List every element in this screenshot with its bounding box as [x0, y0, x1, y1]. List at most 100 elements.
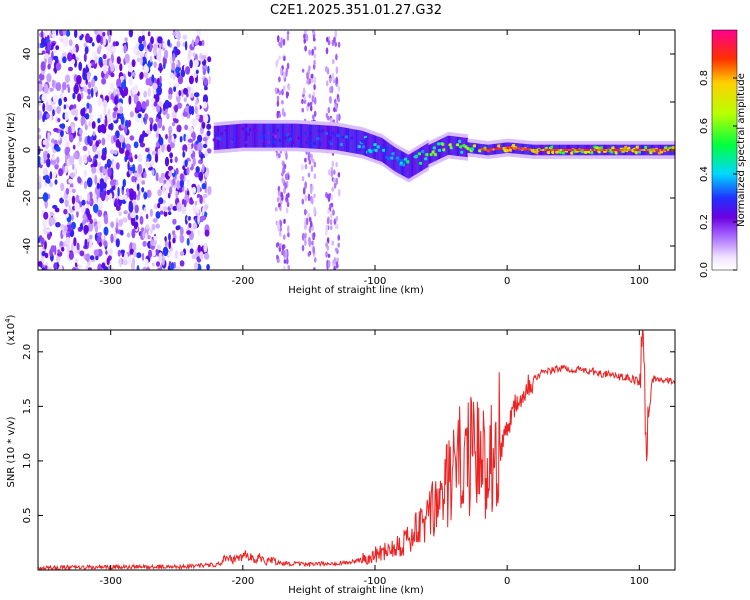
noise-streak — [325, 251, 328, 258]
signal-band — [255, 123, 257, 148]
noise-speckle — [78, 128, 83, 135]
y-tick-label: 40 — [22, 48, 33, 61]
noise-speckle — [176, 40, 181, 48]
noise-speckle — [202, 206, 205, 216]
noise-speckle — [141, 35, 145, 42]
signal-core — [641, 149, 644, 151]
noise-speckle — [136, 183, 140, 191]
noise-speckle — [94, 175, 98, 185]
noise-speckle — [50, 245, 56, 253]
noise-speckle — [139, 56, 143, 66]
signal-core — [544, 149, 547, 151]
noise-speckle — [44, 30, 48, 38]
noise-speckle — [152, 82, 158, 90]
signal-band — [434, 141, 437, 162]
signal-band — [362, 131, 365, 156]
noise-speckle — [152, 250, 156, 257]
signal-band — [244, 123, 246, 148]
noise-streak — [311, 196, 314, 205]
signal-band — [245, 123, 248, 148]
signal-band — [355, 129, 357, 154]
noise-streak — [279, 226, 283, 232]
noise-speckle — [122, 217, 128, 223]
noise-speckle — [40, 237, 45, 246]
signal-band — [452, 136, 455, 156]
noise-speckle — [77, 93, 82, 102]
noise-speckle — [58, 98, 62, 107]
noise-speckle — [108, 65, 111, 76]
signal-core — [552, 149, 555, 151]
signal-band — [312, 124, 314, 149]
noise-speckle — [97, 97, 103, 107]
noise-streak — [276, 95, 280, 102]
noise-streak — [310, 165, 314, 173]
noise-speckle — [73, 237, 77, 247]
signal-band — [317, 124, 319, 149]
signal-band — [302, 124, 305, 148]
noise-streak — [302, 187, 306, 195]
noise-speckle — [68, 66, 73, 72]
noise-speckle — [59, 37, 64, 42]
noise-speckle — [40, 156, 44, 166]
noise-speckle — [82, 145, 88, 152]
noise-speckle — [43, 150, 49, 161]
signal-core — [597, 149, 600, 151]
noise-speckle — [90, 87, 94, 98]
noise-streak — [313, 37, 316, 42]
noise-streak — [286, 31, 290, 35]
signal-band — [334, 125, 336, 150]
noise-speckle — [124, 125, 128, 134]
noise-speckle — [53, 170, 57, 178]
noise-speckle — [163, 62, 166, 69]
noise-speckle — [84, 123, 88, 131]
noise-speckle — [61, 246, 65, 252]
noise-speckle — [66, 244, 70, 253]
noise-speckle — [156, 244, 161, 250]
noise-streak — [277, 258, 280, 263]
noise-streak — [279, 230, 282, 237]
noise-speckle — [81, 219, 87, 225]
noise-speckle — [135, 214, 139, 220]
noise-speckle — [101, 137, 106, 146]
signal-band — [227, 124, 230, 149]
noise-speckle — [102, 31, 106, 37]
signal-band — [233, 124, 236, 149]
signal-core — [548, 149, 551, 151]
x-tick-label: 100 — [630, 276, 649, 287]
noise-speckle — [68, 204, 71, 211]
noise-streak — [325, 47, 329, 55]
noise-speckle — [203, 114, 209, 123]
noise-speckle — [172, 237, 176, 244]
signal-peak — [671, 146, 675, 150]
noise-speckle — [76, 242, 80, 251]
signal-band — [328, 125, 330, 150]
noise-streak — [278, 76, 281, 83]
noise-speckle — [63, 104, 66, 110]
noise-streak — [337, 85, 341, 92]
noise-speckle — [162, 184, 165, 194]
noise-speckle — [186, 178, 191, 187]
signal-core — [506, 146, 509, 149]
noise-streak — [309, 101, 313, 106]
snr-y-multiplier: (x104) — [4, 314, 17, 345]
noise-speckle — [57, 118, 61, 123]
y-tick-label: -40 — [22, 238, 33, 254]
noise-streak — [312, 31, 316, 36]
noise-streak — [281, 178, 285, 184]
signal-core — [659, 149, 662, 151]
noise-speckle — [163, 210, 168, 217]
noise-streak — [287, 232, 290, 238]
noise-speckle — [73, 104, 77, 109]
signal-band — [413, 151, 416, 176]
signal-peak — [220, 132, 225, 136]
noise-speckle — [109, 82, 115, 90]
noise-speckle — [46, 158, 51, 168]
noise-speckle — [201, 183, 207, 190]
signal-core — [490, 148, 493, 151]
signal-band — [319, 125, 322, 149]
noise-speckle — [142, 230, 145, 239]
noise-speckle — [50, 157, 57, 166]
noise-speckle — [156, 105, 161, 113]
noise-speckle — [65, 30, 71, 37]
noise-speckle — [115, 179, 119, 186]
